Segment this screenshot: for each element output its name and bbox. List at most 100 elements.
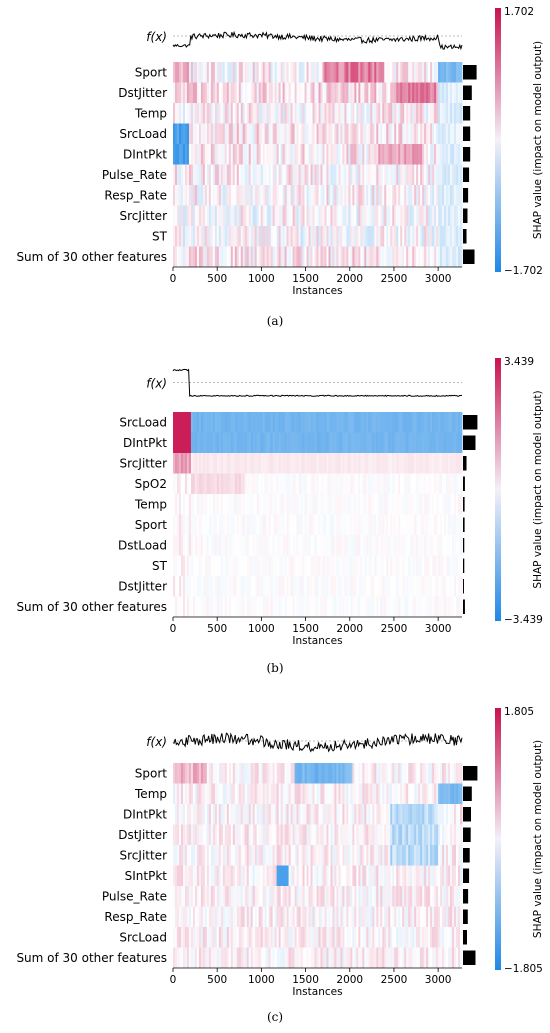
heat-cell — [240, 164, 244, 185]
heat-cell — [434, 927, 437, 948]
heat-cell — [242, 246, 246, 267]
heat-cell — [236, 144, 240, 165]
heat-cell — [328, 164, 331, 185]
heat-cell — [328, 927, 331, 948]
heat-cell — [270, 783, 274, 804]
heat-cell — [280, 555, 284, 576]
heat-cell — [242, 865, 246, 886]
heat-cell — [340, 514, 343, 535]
heat-cell — [284, 82, 287, 103]
heat-cell — [400, 824, 403, 845]
feature-label: DstJitter — [118, 86, 167, 100]
heat-cell — [430, 927, 433, 948]
heat-cell — [338, 226, 341, 247]
heat-cell — [212, 144, 216, 165]
colorbar-min-label: −1.805 — [504, 963, 543, 975]
heat-cell — [452, 103, 455, 124]
heat-cell — [198, 947, 202, 968]
heat-cell — [350, 906, 353, 927]
heat-cell — [266, 226, 270, 247]
heat-cell — [244, 514, 248, 535]
heat-cell — [174, 103, 178, 124]
heat-cell — [298, 432, 301, 453]
heat-cell — [360, 886, 363, 907]
heat-cell — [300, 432, 303, 453]
heat-cell — [200, 412, 204, 433]
heat-cell — [320, 783, 323, 804]
heat-cell — [458, 246, 461, 267]
heat-cell — [434, 947, 437, 968]
heat-cell — [316, 886, 319, 907]
heat-cell — [262, 535, 266, 556]
heat-cell — [356, 205, 359, 226]
heat-cell — [446, 432, 449, 453]
heat-cell — [300, 886, 303, 907]
heat-cell — [414, 824, 417, 845]
heat-cell — [438, 596, 441, 617]
heat-cell — [290, 947, 293, 968]
heat-cell — [324, 123, 327, 144]
heat-cell — [300, 947, 303, 968]
heat-cell — [204, 783, 208, 804]
heat-cell — [196, 947, 200, 968]
heat-cell — [240, 62, 244, 83]
heat-cell — [444, 514, 447, 535]
heat-cell — [274, 164, 278, 185]
heat-cell — [446, 845, 449, 866]
heat-cell — [372, 865, 375, 886]
heat-cell — [360, 494, 363, 515]
heat-cell — [192, 164, 196, 185]
heat-cell — [216, 62, 220, 83]
heat-cell — [282, 947, 286, 968]
heat-cell — [330, 494, 333, 515]
heat-cell — [434, 412, 437, 433]
heat-cell — [182, 123, 186, 144]
heat-cell — [398, 82, 401, 103]
heat-cell — [328, 514, 331, 535]
heat-cell — [322, 906, 325, 927]
heat-cell — [408, 473, 411, 494]
heat-cell — [430, 763, 433, 784]
heat-cell — [380, 432, 383, 453]
heat-cell — [442, 246, 445, 267]
heat-cell — [404, 555, 407, 576]
heat-cell — [436, 596, 439, 617]
heat-cell — [248, 164, 252, 185]
heat-cell — [266, 927, 270, 948]
heat-cell — [330, 783, 333, 804]
heat-cell — [278, 82, 282, 103]
heat-cell — [218, 947, 222, 968]
heat-cell — [330, 226, 333, 247]
heat-cell — [354, 205, 357, 226]
heat-cell — [298, 453, 301, 474]
heat-cell — [328, 103, 331, 124]
heat-cell — [194, 226, 198, 247]
heat-cell — [342, 824, 345, 845]
heat-cell — [176, 82, 180, 103]
heat-cell — [398, 494, 401, 515]
heat-cell — [388, 226, 391, 247]
heat-cell — [192, 845, 196, 866]
heat-cell — [450, 596, 453, 617]
heat-cell — [316, 927, 319, 948]
heat-cell — [268, 947, 272, 968]
heat-cell — [280, 185, 284, 206]
heat-cell — [408, 226, 411, 247]
heat-cell — [192, 555, 196, 576]
heat-cell — [228, 535, 232, 556]
heat-cell — [292, 845, 295, 866]
heat-cell — [244, 103, 248, 124]
heat-cell — [378, 865, 381, 886]
heat-cell — [294, 144, 297, 165]
heat-cell — [426, 947, 429, 968]
heat-cell — [344, 576, 347, 597]
heat-cell — [380, 555, 383, 576]
heat-cell — [226, 596, 230, 617]
heat-cell — [422, 123, 425, 144]
heat-cell — [310, 103, 313, 124]
heat-cell — [366, 514, 369, 535]
heat-cell — [218, 576, 222, 597]
heat-cell — [414, 906, 417, 927]
heat-cell — [318, 432, 321, 453]
heat-cell — [424, 947, 427, 968]
